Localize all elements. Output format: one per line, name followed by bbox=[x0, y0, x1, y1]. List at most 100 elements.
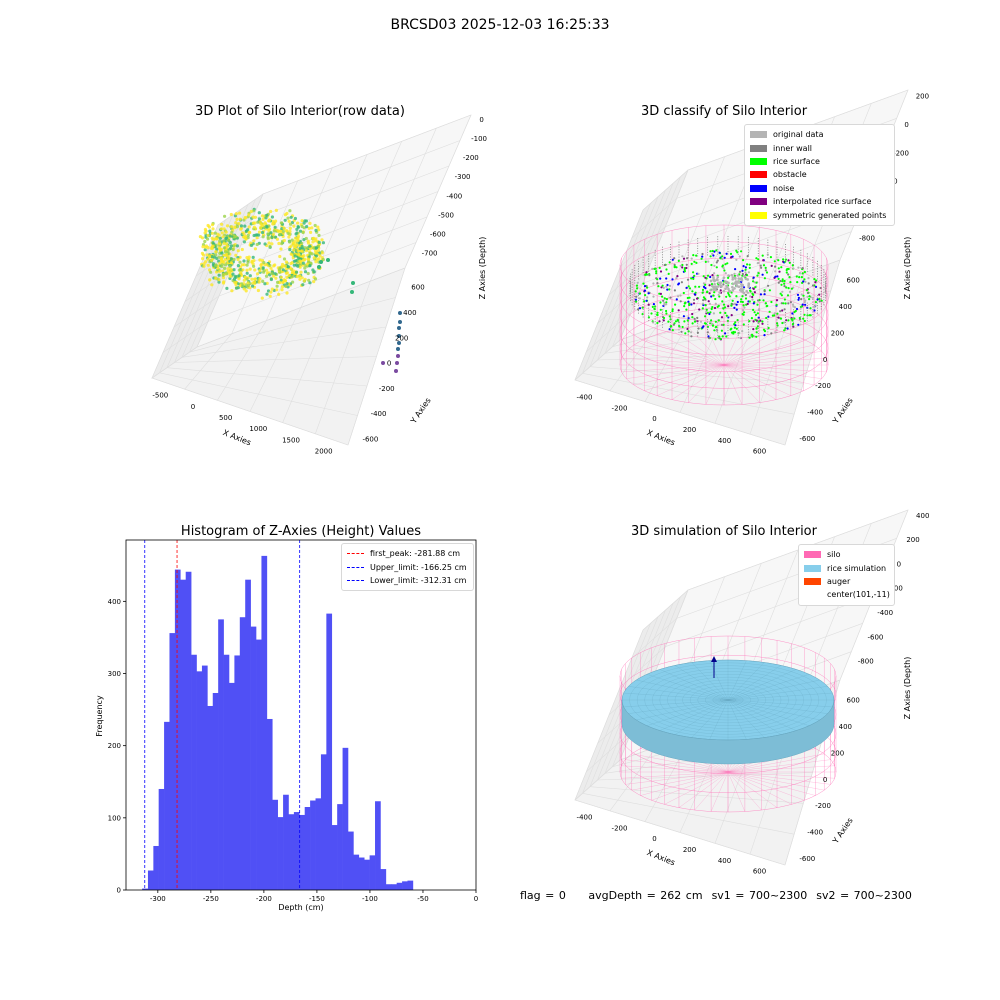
raw-scatter-point bbox=[260, 214, 265, 218]
histogram-y-tick-label: 100 bbox=[108, 814, 121, 822]
raw-scatter-point bbox=[300, 254, 305, 258]
classify-legend-swatch bbox=[750, 184, 767, 192]
classify-silo-spoke bbox=[671, 364, 725, 400]
classify-point bbox=[653, 308, 656, 311]
raw-scatter-point bbox=[311, 270, 316, 274]
raw-scatter-point bbox=[252, 227, 256, 231]
raw-scatter-point bbox=[284, 260, 288, 264]
raw-scatter-point bbox=[242, 263, 246, 267]
classify-silo-spoke bbox=[723, 364, 827, 373]
classify-point bbox=[799, 305, 803, 308]
classify-point bbox=[783, 282, 786, 285]
raw-scatter-point bbox=[294, 270, 299, 274]
raw-scatter-point bbox=[252, 264, 256, 268]
classify-point bbox=[776, 322, 779, 325]
raw-gridline bbox=[206, 140, 461, 251]
simulation-x-axis-label: X Axies bbox=[646, 848, 677, 867]
classify-gridline bbox=[574, 209, 644, 381]
classify-x-tick-label: 600 bbox=[753, 448, 766, 456]
raw-scatter-point bbox=[308, 247, 313, 251]
raw-scatter-point bbox=[260, 222, 264, 226]
simulation-silo-spoke bbox=[727, 771, 778, 808]
raw-scatter-point bbox=[256, 288, 260, 293]
raw-scatter-point bbox=[244, 234, 248, 238]
raw-scatter-point bbox=[316, 225, 320, 229]
classify-y-tick-label: 400 bbox=[839, 303, 852, 311]
histogram-bar bbox=[147, 870, 154, 890]
raw-scatter-point bbox=[302, 254, 306, 258]
classify-point bbox=[676, 275, 679, 278]
raw-scatter-point bbox=[294, 259, 298, 263]
simulation-legend-label: center(101,-11) bbox=[827, 590, 890, 600]
raw-scatter-point bbox=[281, 234, 285, 238]
histogram-bar bbox=[380, 869, 387, 890]
raw-scatter-point bbox=[266, 224, 270, 228]
classify-point bbox=[686, 296, 689, 300]
classify-point bbox=[690, 262, 693, 265]
classify-point bbox=[742, 259, 745, 262]
raw-scatter-point bbox=[228, 234, 232, 238]
classify-point bbox=[786, 267, 789, 271]
classify-silo-ring bbox=[619, 308, 829, 389]
classify-original-point bbox=[713, 282, 716, 286]
simulation-silo-spoke bbox=[678, 771, 729, 808]
raw-scatter-point bbox=[289, 275, 293, 279]
raw-scatter-point bbox=[311, 268, 315, 272]
histogram-y-tick-label: 0 bbox=[117, 887, 121, 895]
raw-scatter-point bbox=[222, 246, 227, 250]
classify-point bbox=[722, 303, 726, 306]
classify-point bbox=[714, 297, 717, 301]
raw-gridline bbox=[151, 377, 349, 446]
classify-point bbox=[686, 278, 690, 281]
classify-point bbox=[740, 283, 743, 286]
raw-scatter-point bbox=[217, 233, 221, 237]
raw-scatter-point bbox=[284, 284, 288, 288]
classify-point bbox=[694, 293, 697, 296]
raw-scatter-point bbox=[300, 224, 304, 229]
raw-scatter-point bbox=[302, 248, 306, 252]
classify-point bbox=[752, 277, 755, 280]
raw-scatter-point bbox=[236, 282, 240, 286]
raw-scatter-point bbox=[214, 276, 218, 280]
raw-scatter-point bbox=[210, 241, 214, 245]
raw-scatter-point bbox=[229, 269, 233, 273]
classify-point bbox=[765, 305, 768, 308]
classify-point bbox=[701, 302, 705, 305]
simulation-silo-spoke bbox=[727, 739, 792, 773]
raw-scatter-point bbox=[296, 225, 300, 229]
classify-silo-spoke bbox=[626, 351, 725, 366]
raw-scatter-point bbox=[233, 279, 237, 283]
classify-point bbox=[751, 287, 755, 290]
simulation-gridline bbox=[586, 651, 852, 772]
raw-scatter-point bbox=[211, 257, 215, 261]
raw-scatter-point bbox=[300, 256, 304, 260]
classify-point bbox=[735, 327, 738, 330]
classify-point bbox=[818, 300, 821, 303]
raw-scatter-point bbox=[228, 240, 232, 245]
raw-scatter-point bbox=[266, 232, 270, 236]
classify-point bbox=[795, 307, 799, 311]
simulation-rice-surface bbox=[621, 659, 835, 741]
raw-scatter-point bbox=[231, 279, 235, 283]
classify-point bbox=[701, 255, 704, 258]
raw-scatter-point bbox=[291, 242, 295, 246]
classify-legend-item: inner wall bbox=[750, 141, 889, 154]
raw-scatter-point bbox=[226, 238, 231, 242]
classify-point bbox=[742, 309, 745, 312]
histogram-legend-label: Lower_limit: -312.31 cm bbox=[370, 575, 467, 585]
raw-scatter-point bbox=[273, 225, 277, 229]
raw-scatter-point bbox=[251, 262, 255, 266]
raw-scatter-point bbox=[303, 277, 307, 281]
classify-point bbox=[703, 322, 707, 325]
raw-scatter-point bbox=[252, 285, 257, 289]
raw-scatter-point bbox=[214, 253, 218, 257]
classify-point bbox=[751, 298, 754, 301]
classify-point bbox=[696, 320, 699, 323]
raw-y-tick-label: -200 bbox=[379, 385, 395, 393]
classify-point bbox=[688, 303, 691, 307]
raw-scatter-point bbox=[208, 231, 212, 235]
classify-point bbox=[665, 277, 668, 280]
raw-scatter-point bbox=[294, 259, 299, 263]
raw-scatter-point bbox=[224, 253, 228, 257]
simulation-legend: silo rice simulation auger center(101,-11) bbox=[798, 544, 895, 606]
